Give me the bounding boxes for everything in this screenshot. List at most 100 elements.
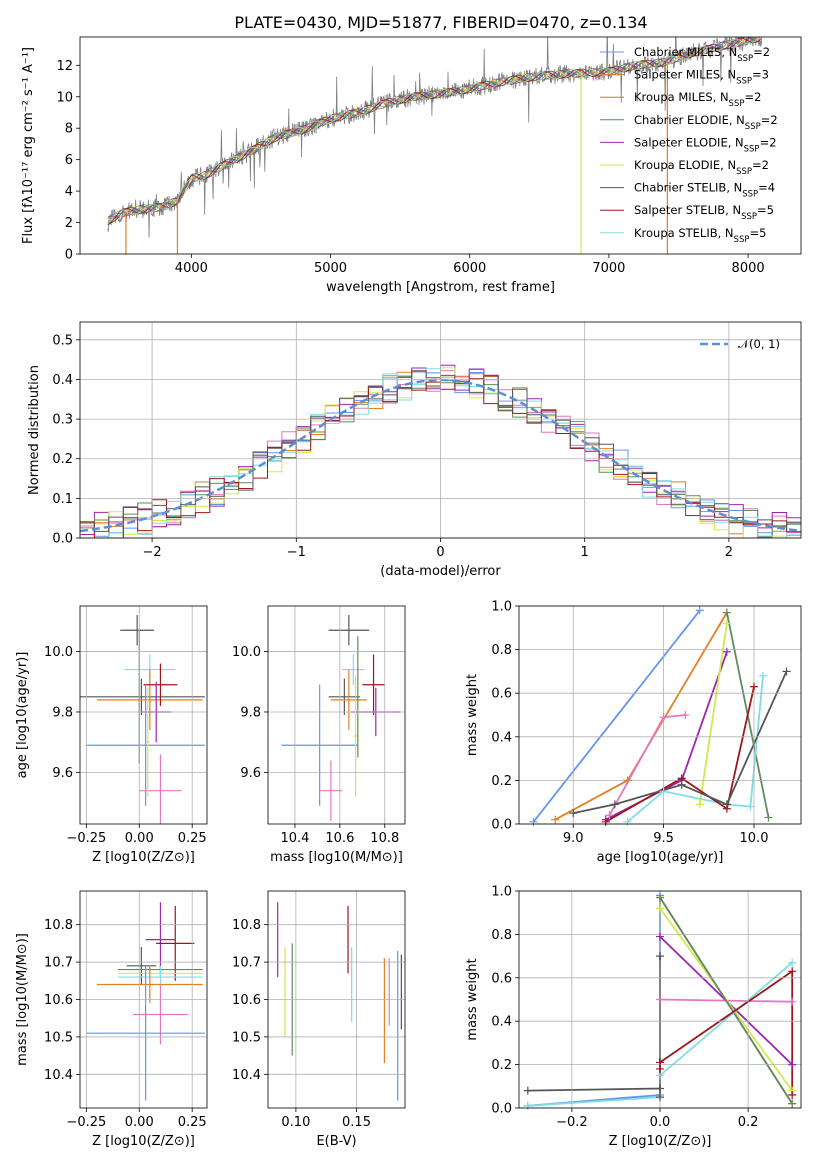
y-tick-label: 2 [65, 216, 73, 231]
weight-marker [788, 997, 797, 1006]
weight-marker [656, 893, 664, 902]
x-axis-label: Z [log10(Z/Z⊙)] [92, 1134, 195, 1149]
weight-marker [623, 776, 632, 785]
y-tick-label: 6 [65, 153, 73, 168]
axes-frame [79, 605, 208, 825]
plot-area-weight_vs_age [532, 609, 788, 823]
x-tick-label: 10.6 [325, 831, 354, 846]
weight-marker [788, 1090, 797, 1099]
legend-label: 𝒩(0, 1) [738, 337, 780, 351]
y-tick-label: 10.6 [232, 993, 261, 1008]
weight-marker [722, 800, 731, 809]
y-tick-label: 0.1 [52, 492, 73, 507]
figure-title: PLATE=0430, MJD=51877, FIBERID=0470, z=0… [234, 13, 647, 32]
weight-marker [656, 932, 664, 941]
weight-marker [788, 967, 797, 976]
x-tick-label: 7000 [592, 261, 625, 276]
x-tick-label: 0.2 [738, 1115, 759, 1130]
x-tick-label: 10.4 [280, 831, 309, 846]
panel-weight_vs_Z: −0.2 0.0 0.2 0.0 0.2 0.4 0.6 0.8 1.0 Z [log10(Z/Z… [465, 885, 802, 1149]
weight-marker [782, 667, 791, 676]
legend-label: Chabrier MILES, NSSP=2 [634, 45, 770, 64]
axes-frame [79, 321, 802, 539]
y-tick-label: 0.2 [491, 774, 512, 789]
y-tick-label: 12 [56, 59, 73, 74]
weight-marker [677, 780, 686, 789]
panel-mass_vs_EBV: 0.10 0.15 10.4 10.5 10.6 10.7 10.8 E(B-V) [232, 890, 406, 1149]
x-tick-label: 2 [725, 545, 733, 560]
x-tick-label: 10.0 [740, 831, 769, 846]
x-axis-label: wavelength [Angstrom, rest frame] [326, 280, 555, 295]
y-tick-label: 10.0 [232, 645, 261, 660]
y-tick-label: 10.4 [232, 1068, 261, 1083]
y-tick-label: 0.0 [52, 532, 73, 547]
weight-marker [788, 1099, 797, 1108]
weight-marker [529, 817, 538, 826]
model-line [107, 37, 762, 226]
weight-marker [695, 800, 704, 809]
plot-area-age_vs_Z [80, 615, 205, 824]
weight-marker [605, 811, 614, 820]
x-axis-label: age [log10(age/yr)] [597, 850, 724, 865]
weight-line [527, 956, 661, 1098]
weight-marker [788, 958, 797, 967]
x-tick-label: 9.0 [563, 831, 584, 846]
y-tick-label: 1.0 [491, 885, 512, 900]
y-tick-label: 0.4 [491, 730, 512, 745]
weight-marker [659, 713, 668, 722]
legend-label: Salpeter MILES, NSSP=3 [634, 68, 769, 87]
y-axis-label: Normed distribution [27, 365, 42, 495]
weight-marker [759, 671, 768, 680]
x-axis-label: (data-model)/error [380, 564, 501, 579]
axes-frame [267, 890, 406, 1109]
plot-area-age_vs_mass [281, 615, 401, 821]
x-tick-label: 9.5 [653, 831, 674, 846]
plot-area-spectrum [107, 37, 763, 254]
weight-line [532, 609, 701, 823]
y-tick-label: 0.0 [491, 1102, 512, 1117]
x-tick-label: 0.00 [125, 1115, 154, 1130]
panel-age_vs_Z: −0.25 0.00 0.25 9.6 9.8 10.0 Z [log10(Z/Z⊙)] ag… [15, 605, 208, 865]
y-axis-label: age [log10(age/yr)] [15, 652, 30, 779]
weight-line [554, 612, 728, 821]
weight-line [608, 714, 686, 816]
x-tick-label: −0.25 [66, 831, 106, 846]
x-tick-label: 0.25 [178, 831, 207, 846]
x-tick-label: 4000 [175, 261, 208, 276]
y-tick-label: 8 [65, 122, 73, 137]
weight-marker [523, 1101, 532, 1110]
x-tick-label: 1 [581, 545, 589, 560]
x-tick-label: 0.00 [125, 831, 154, 846]
weight-marker [722, 619, 731, 628]
y-tick-label: 10.8 [44, 918, 73, 933]
y-tick-label: 10.6 [44, 993, 73, 1008]
y-tick-label: 10.4 [44, 1068, 73, 1083]
weight-marker [523, 1086, 532, 1095]
y-tick-label: 0.8 [491, 643, 512, 658]
x-tick-label: 8000 [732, 261, 765, 276]
legend-label: Kroupa STELIB, NSSP=5 [634, 226, 766, 245]
y-tick-label: 9.8 [52, 705, 73, 720]
x-tick-label: −0.2 [556, 1115, 588, 1130]
weight-marker [656, 952, 664, 961]
y-axis-label: mass weight [465, 958, 480, 1040]
panel-age_vs_mass: 10.4 10.6 10.8 9.6 9.8 10.0 mass [log10(M/M⊙)] [232, 605, 406, 865]
x-tick-label: 0.15 [342, 1115, 371, 1130]
weight-marker [722, 647, 731, 656]
y-tick-label: 0.6 [491, 971, 512, 986]
legend-label: Salpeter ELODIE, NSSP=2 [634, 135, 777, 154]
x-tick-label: 0.0 [650, 1115, 671, 1130]
weight-marker [656, 1058, 664, 1067]
axes-frame [518, 605, 802, 825]
weight-marker [610, 800, 619, 809]
plot-area-mass_vs_Z [86, 902, 205, 1101]
x-axis-label: E(B-V) [316, 1134, 356, 1149]
axes-frame [79, 890, 208, 1109]
x-tick-label: 0 [436, 545, 444, 560]
model-line [107, 37, 762, 226]
panel-residuals: −2 −1 0 1 2 0.0 0.1 0.2 0.3 0.4 0.5 (data-model)/er… [27, 321, 802, 579]
x-tick-label: −2 [143, 545, 162, 560]
weight-line [605, 651, 728, 821]
y-tick-label: 10.5 [44, 1030, 73, 1045]
x-tick-label: 0.25 [178, 1115, 207, 1130]
